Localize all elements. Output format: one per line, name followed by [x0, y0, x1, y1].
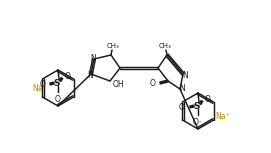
Text: N: N: [182, 71, 188, 80]
Text: CH₃: CH₃: [107, 43, 119, 49]
Text: Na⁺: Na⁺: [215, 112, 230, 121]
Text: O: O: [65, 71, 71, 80]
Text: S: S: [54, 78, 60, 88]
Text: O⁻: O⁻: [193, 118, 203, 127]
Text: O: O: [39, 80, 45, 88]
Text: OH: OH: [113, 80, 125, 88]
Text: O: O: [150, 78, 156, 88]
Text: N: N: [87, 71, 93, 80]
Text: CH₃: CH₃: [159, 43, 171, 49]
Text: O: O: [205, 95, 211, 103]
Text: Na: Na: [32, 84, 43, 93]
Text: S: S: [194, 101, 200, 110]
Text: O: O: [179, 103, 185, 112]
Text: N: N: [90, 54, 96, 62]
Text: O: O: [55, 95, 61, 104]
Text: N: N: [179, 84, 185, 93]
Text: ⁺: ⁺: [43, 82, 46, 88]
